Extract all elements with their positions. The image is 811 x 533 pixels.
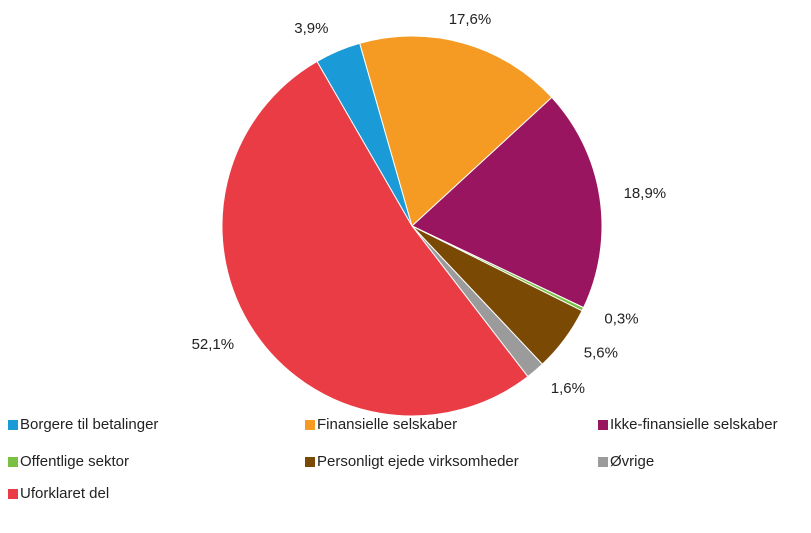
data-label: 1,6% [551, 380, 585, 397]
data-label: 3,9% [294, 20, 328, 37]
legend-swatch [8, 420, 18, 430]
data-label: 18,9% [624, 185, 667, 202]
data-label: 0,3% [604, 311, 638, 328]
legend-label: Ikke-finansielle selskaber [610, 416, 778, 433]
legend-label: Øvrige [610, 453, 654, 470]
legend-swatch [305, 457, 315, 467]
legend-swatch [8, 457, 18, 467]
data-label: 17,6% [449, 11, 492, 28]
data-label: 52,1% [192, 336, 235, 353]
legend-swatch [8, 489, 18, 499]
legend-swatch [598, 420, 608, 430]
legend-swatch [305, 420, 315, 430]
pie-slice [359, 35, 553, 227]
pie-slice [221, 60, 529, 417]
legend-label: Finansielle selskaber [317, 416, 457, 433]
legend-swatch [598, 457, 608, 467]
data-label: 5,6% [584, 345, 618, 362]
legend-label: Offentlige sektor [20, 453, 129, 470]
legend-label: Uforklaret del [20, 485, 109, 502]
legend-label: Borgere til betalinger [20, 416, 158, 433]
legend-label: Personligt ejede virksomheder [317, 453, 519, 470]
pie-slice [411, 96, 603, 309]
